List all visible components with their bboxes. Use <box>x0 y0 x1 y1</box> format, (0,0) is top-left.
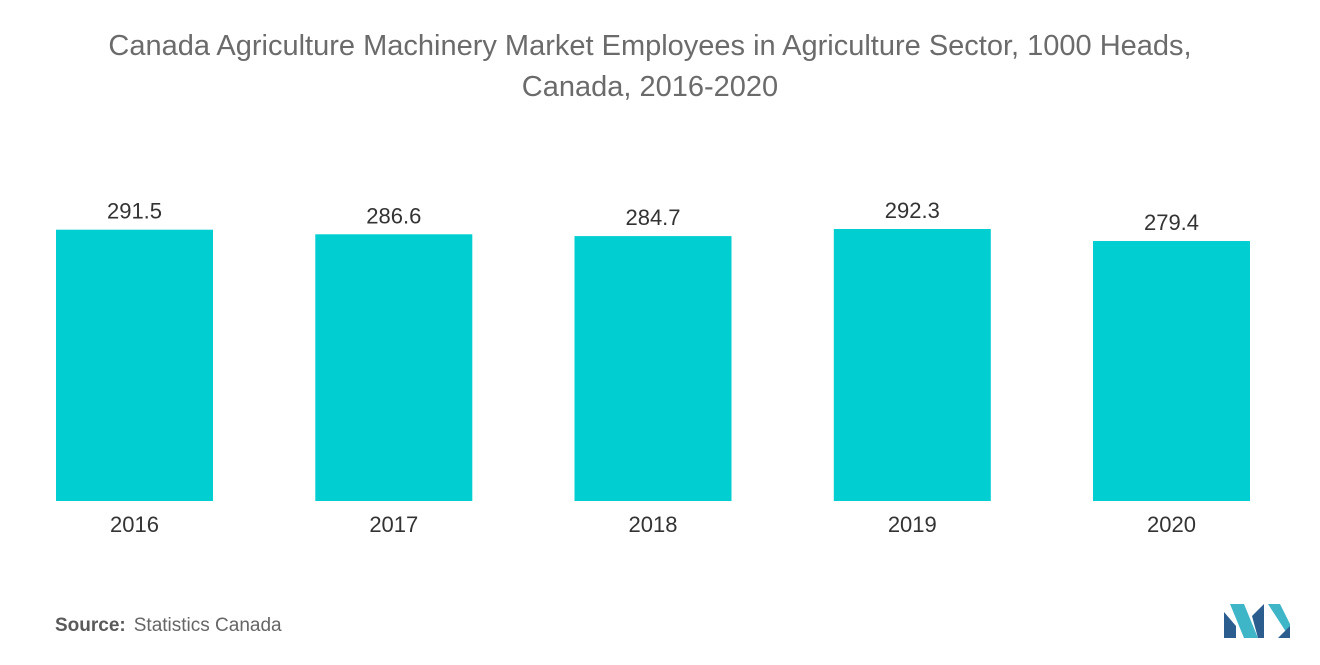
category-label-2020: 2020 <box>1147 512 1196 537</box>
source-note: Source: Statistics Canada <box>55 615 282 637</box>
mordor-intelligence-logo-icon <box>1224 604 1290 638</box>
value-labels-group: 291.5 286.6 284.7 292.3 279.4 <box>107 198 1199 235</box>
source-label: Source: <box>55 615 126 636</box>
category-label-2018: 2018 <box>629 512 678 537</box>
value-label-2019: 292.3 <box>885 198 940 223</box>
value-label-2020: 279.4 <box>1144 210 1199 235</box>
bar-2020 <box>1093 241 1250 501</box>
bar-chart: 291.5 286.6 284.7 292.3 279.4 2016 2017 2018 20… <box>56 198 1250 537</box>
bar-2016 <box>56 229 213 501</box>
chart-title-line-1: Canada Agriculture Machinery Market Empl… <box>108 30 1192 62</box>
bar-2018 <box>574 236 732 501</box>
category-labels-group: 2016 2017 2018 2019 2020 <box>110 512 1196 537</box>
chart-title: Canada Agriculture Machinery Market Empl… <box>40 26 1260 108</box>
chart-title-line-2: Canada, 2016-2020 <box>521 71 779 103</box>
category-label-2019: 2019 <box>888 512 937 537</box>
category-label-2017: 2017 <box>369 512 418 537</box>
source-text: Statistics Canada <box>133 615 282 636</box>
value-label-2017: 286.6 <box>366 203 421 228</box>
bar-2017 <box>315 234 473 502</box>
value-label-2016: 291.5 <box>107 199 162 224</box>
bar-2019 <box>833 229 991 501</box>
value-label-2018: 284.7 <box>625 205 680 230</box>
bars-group <box>56 229 1250 502</box>
category-label-2016: 2016 <box>110 512 159 537</box>
